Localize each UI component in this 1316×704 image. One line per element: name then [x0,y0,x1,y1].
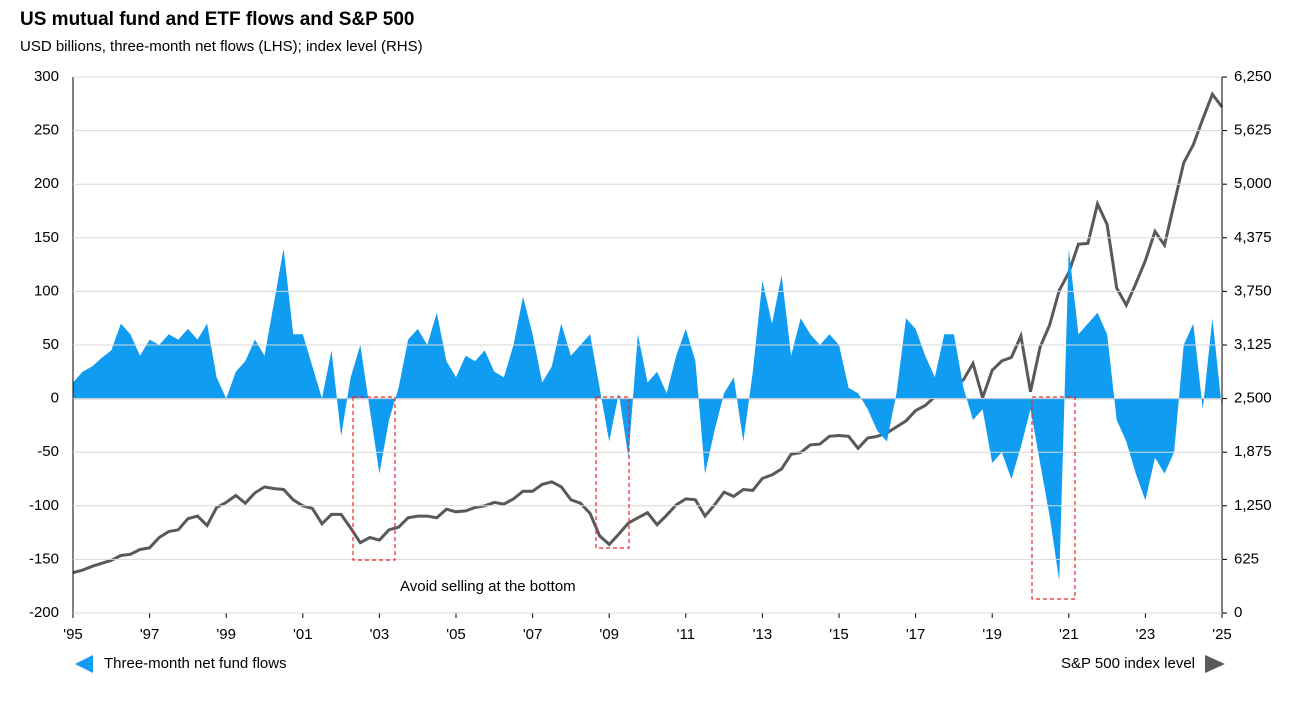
x-tick-label: '25 [1212,626,1232,643]
y2-tick-label: 625 [1234,550,1259,567]
y2-tick-label: 5,625 [1234,122,1272,139]
x-tick-label: '21 [1059,626,1079,643]
x-tick-label: '95 [63,626,83,643]
y-tick-label: 200 [34,175,59,192]
legend-marker [75,655,93,673]
highlight-box [1031,396,1076,600]
y-tick-label: 100 [34,282,59,299]
y-tick-label: 0 [51,390,59,407]
chart-subtitle: USD billions, three-month net flows (LHS… [20,38,423,55]
x-tick-label: '11 [677,626,695,643]
y-tick-label: -150 [29,550,59,567]
legend-marker [1205,655,1225,673]
y2-tick-label: 1,875 [1234,443,1272,460]
x-tick-label: '15 [829,626,849,643]
y-tick-label: 300 [34,68,59,85]
y2-tick-label: 1,250 [1234,497,1272,514]
highlight-box [352,396,396,561]
legend-label: Three-month net fund flows [104,655,287,672]
y2-tick-label: 6,250 [1234,68,1272,85]
y2-tick-label: 5,000 [1234,175,1272,192]
x-tick-label: '09 [599,626,619,643]
x-tick-label: '07 [523,626,543,643]
x-tick-label: '17 [906,626,926,643]
x-tick-label: '99 [216,626,236,643]
x-tick-label: '01 [293,626,313,643]
y2-tick-label: 3,125 [1234,336,1272,353]
x-tick-label: '05 [446,626,466,643]
x-tick-label: '23 [1136,626,1156,643]
y-tick-label: 50 [42,336,59,353]
y2-tick-label: 3,750 [1234,282,1272,299]
x-tick-label: '13 [753,626,773,643]
annotation: Avoid selling at the bottom [400,578,576,595]
y-tick-label: -50 [37,443,59,460]
x-tick-label: '03 [370,626,390,643]
x-tick-label: '19 [982,626,1002,643]
y-tick-label: -100 [29,497,59,514]
flow-area [73,248,1222,581]
y2-tick-label: 0 [1234,604,1242,621]
legend-label: S&P 500 index level [1061,655,1195,672]
chart-title: US mutual fund and ETF flows and S&P 500 [20,9,414,30]
y-tick-label: -200 [29,604,59,621]
highlight-box [595,396,630,549]
y2-tick-label: 2,500 [1234,390,1272,407]
x-tick-label: '97 [140,626,160,643]
y-tick-label: 150 [34,229,59,246]
index-line [72,91,1224,575]
y-tick-label: 250 [34,122,59,139]
y2-tick-label: 4,375 [1234,229,1272,246]
